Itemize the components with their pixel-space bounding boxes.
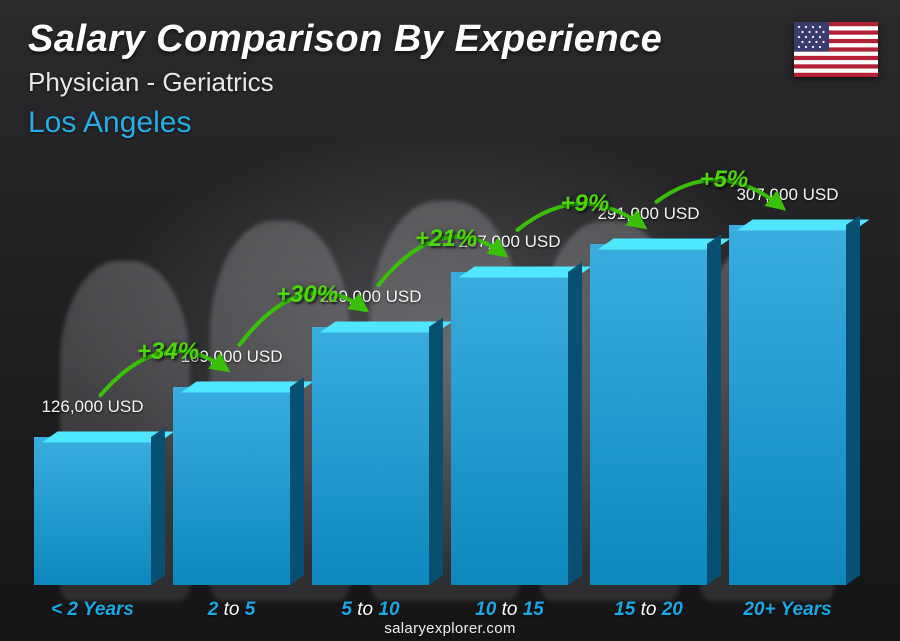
bar-value-label: 291,000 USD (597, 204, 699, 224)
x-axis-label: 10 to 15 (451, 599, 568, 621)
increment-label: +9% (561, 190, 610, 218)
bar-chart: 126,000 USD169,000 USD220,000 USD267,000… (30, 170, 850, 585)
bar: 307,000 USD (729, 170, 846, 585)
chart-location: Los Angeles (28, 106, 780, 140)
footer-source: salaryexplorer.com (0, 620, 900, 637)
increment-label: +5% (700, 166, 749, 194)
bar-value-label: 307,000 USD (736, 185, 838, 205)
bar: 169,000 USD (173, 170, 290, 585)
increment-label: +30% (276, 281, 338, 309)
bar: 220,000 USD (312, 170, 429, 585)
increment-label: +34% (137, 338, 199, 366)
x-axis-label: < 2 Years (34, 599, 151, 621)
bar: 126,000 USD (34, 170, 151, 585)
x-axis-label: 5 to 10 (312, 599, 429, 621)
x-axis-label: 20+ Years (729, 599, 846, 621)
increment-label: +21% (415, 225, 477, 253)
flag-icon (794, 22, 878, 77)
bar-value-label: 126,000 USD (41, 397, 143, 417)
x-axis-label: 15 to 20 (590, 599, 707, 621)
header: Salary Comparison By Experience Physicia… (28, 18, 780, 140)
chart-title: Salary Comparison By Experience (28, 18, 780, 61)
chart-subtitle: Physician - Geriatrics (28, 67, 780, 98)
x-axis-label: 2 to 5 (173, 599, 290, 621)
x-axis-labels: < 2 Years 2 to 5 5 to 10 10 to 15 15 to 20 20… (30, 599, 850, 621)
bar: 291,000 USD (590, 170, 707, 585)
